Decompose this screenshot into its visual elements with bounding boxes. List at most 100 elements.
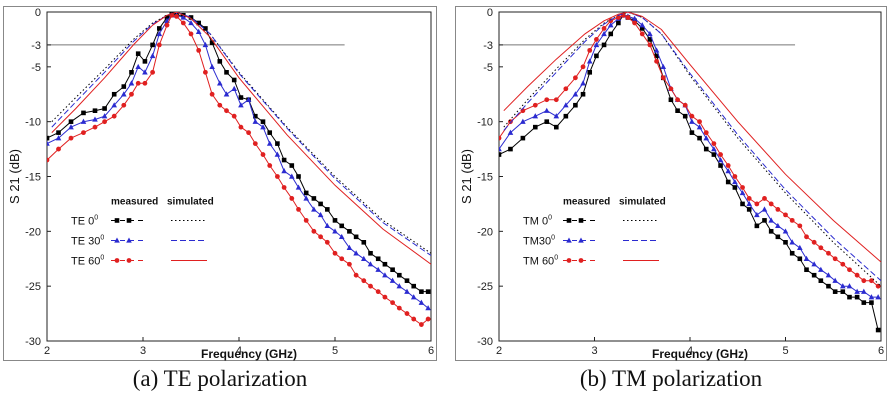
data-point-circle: [832, 256, 838, 262]
data-point-triangle: [238, 102, 244, 108]
data-point-square: [797, 256, 803, 262]
data-point-triangle: [111, 102, 117, 108]
data-point-square: [361, 240, 367, 245]
data-point-square: [740, 201, 745, 207]
data-point-square: [121, 84, 127, 89]
data-point-square: [783, 240, 788, 245]
y-tick-label: -3: [483, 40, 493, 52]
data-point-triangle: [245, 96, 252, 102]
data-point-triangle: [135, 63, 141, 70]
data-point-circle: [675, 97, 680, 103]
chart-panel-te: 0 -3 -5 -10 -15 -20 -25 -30 2 3 4 5 6 Frequency (GHz)…: [3, 6, 437, 361]
data-point-square: [375, 256, 381, 262]
data-point-circle: [703, 130, 709, 136]
legend-label: TM 00: [523, 214, 552, 227]
data-point-square: [224, 70, 229, 75]
data-point-square: [382, 261, 388, 267]
data-point-square: [68, 119, 74, 124]
y-tick-label: -5: [483, 62, 493, 74]
legend-label-text: TM 60: [523, 255, 554, 267]
data-point-circle: [639, 31, 645, 37]
data-point-square: [754, 223, 760, 229]
data-point-circle: [217, 102, 223, 108]
x-tick-label: 5: [332, 345, 338, 357]
data-point-circle: [390, 300, 395, 306]
data-point-triangle: [324, 222, 331, 229]
data-point-circle: [725, 163, 731, 168]
data-point-circle: [361, 278, 367, 284]
data-point-triangle: [311, 206, 317, 212]
data-point-square: [675, 108, 680, 113]
chart-tm: 0 -3 -5 -10 -15 -20 -25 -302 3 4 5 6 Frequency (GHz)…: [455, 6, 887, 361]
data-point-square: [47, 135, 50, 141]
legend-label: TE 300: [71, 234, 104, 247]
data-point-triangle: [209, 63, 215, 70]
legend-label-superscript: 0: [551, 234, 555, 241]
legend-measured-marker: [566, 237, 572, 243]
data-point-square: [854, 294, 860, 300]
legend-measured-marker: [578, 218, 584, 223]
data-point-circle: [209, 91, 215, 97]
legend-label: TM300: [523, 234, 555, 247]
data-point-square: [840, 289, 846, 294]
data-point-circle: [142, 80, 148, 86]
data-point-triangle: [289, 173, 295, 179]
legend-measured-marker: [126, 237, 132, 243]
data-point-circle: [129, 91, 134, 97]
data-point-triangle: [92, 116, 98, 122]
x-tick-label: 5: [782, 345, 788, 357]
data-point-triangle: [410, 294, 417, 300]
data-point-triangle: [797, 244, 803, 250]
legend-measured-marker: [578, 258, 584, 263]
data-point-triangle: [404, 288, 410, 294]
y-tick-label: -30: [25, 336, 41, 348]
data-point-square: [332, 218, 338, 223]
data-point-square: [508, 146, 513, 152]
data-point-square: [188, 15, 194, 20]
data-point-triangle: [553, 113, 560, 119]
x-axis-label: Frequency (GHz): [652, 347, 748, 361]
data-point-triangle: [353, 250, 359, 256]
data-point-triangle: [121, 91, 127, 97]
legend-measured-marker: [114, 258, 120, 263]
data-point-circle: [869, 278, 874, 284]
data-point-triangle: [274, 151, 281, 157]
data-point-triangle: [696, 124, 703, 130]
data-point-square: [111, 91, 117, 97]
x-tick-label: 4: [687, 345, 693, 357]
data-point-circle: [150, 69, 156, 75]
series-line-simulated-4: [51, 12, 431, 256]
data-point-square: [639, 26, 645, 31]
legend-label: TE 00: [71, 214, 98, 227]
data-point-triangle: [317, 211, 324, 218]
x-tick-label: 6: [878, 345, 884, 357]
data-point-square: [353, 234, 359, 240]
x-tick-label: 3: [591, 345, 597, 357]
data-point-square: [762, 218, 767, 223]
data-point-square: [668, 97, 674, 103]
data-point-circle: [840, 261, 846, 267]
data-point-square: [419, 289, 424, 294]
data-point-triangle: [382, 272, 388, 278]
data-point-triangle: [47, 140, 50, 146]
data-point-square: [311, 196, 317, 201]
data-point-triangle: [520, 118, 526, 124]
data-point-square: [397, 272, 402, 278]
legend-measured-marker: [114, 218, 120, 223]
y-tick-label: -15: [477, 172, 493, 184]
y-tick-label: -10: [25, 117, 41, 129]
data-point-square: [703, 146, 709, 152]
data-point-circle: [854, 272, 860, 278]
data-point-triangle: [266, 140, 273, 146]
legend-header-simulated: simulated: [619, 196, 666, 207]
data-point-square: [875, 327, 881, 333]
data-point-circle: [102, 119, 107, 125]
data-point-circle: [697, 119, 702, 125]
data-point-circle: [660, 75, 666, 81]
data-point-triangle: [580, 80, 586, 86]
data-point-circle: [347, 261, 352, 267]
data-point-circle: [303, 217, 309, 223]
data-point-square: [647, 37, 653, 42]
data-point-circle: [632, 20, 638, 26]
y-tick-label: -30: [477, 336, 493, 348]
